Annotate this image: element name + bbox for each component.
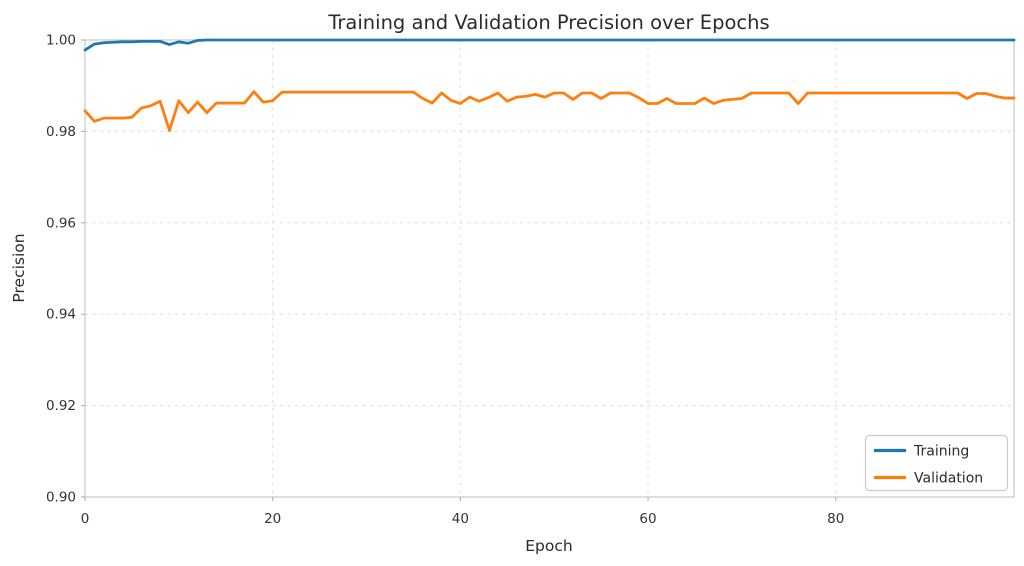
validation-line (83, 90, 1016, 132)
training-line (83, 38, 1016, 52)
y-tick-label: 1.00 (46, 33, 76, 49)
x-tick-label: 60 (639, 511, 656, 527)
y-axis-label: Precision (10, 233, 28, 302)
y-tick-label: 0.98 (46, 124, 76, 140)
x-axis-label: Epoch (525, 537, 572, 555)
series-lines (83, 38, 1016, 132)
x-tick-label: 20 (264, 511, 281, 527)
grid-lines (85, 40, 1014, 497)
y-tick-label: 0.94 (46, 307, 76, 323)
y-tick-label: 0.90 (46, 490, 76, 506)
x-tick-label: 0 (81, 511, 90, 527)
axes-frame (84, 39, 1015, 498)
x-tick-label: 40 (452, 511, 469, 527)
y-tick-label: 0.92 (46, 398, 76, 414)
x-tick-label: 80 (827, 511, 844, 527)
chart-title: Training and Validation Precision over E… (327, 11, 769, 34)
y-axis-ticks: 0.90 0.92 0.94 0.96 0.98 1.00 (46, 33, 85, 506)
legend-label-training: Training (913, 444, 969, 460)
y-tick-label: 0.96 (46, 215, 76, 231)
legend: Training Validation (864, 434, 1009, 492)
legend-label-validation: Validation (914, 471, 983, 487)
x-axis-ticks: 0 20 40 60 80 (81, 497, 844, 527)
